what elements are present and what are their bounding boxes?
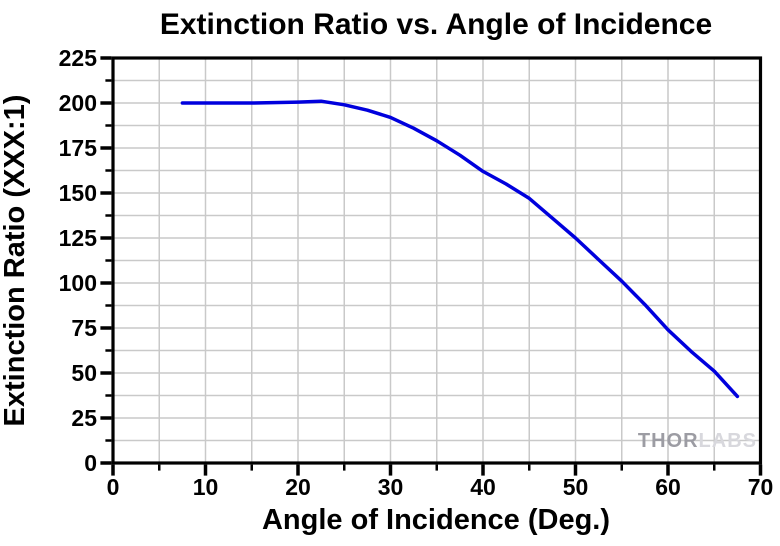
data-line-extinction-ratio bbox=[180, 99, 740, 399]
y-tick-label: 75 bbox=[71, 315, 97, 341]
y-tick-label: 175 bbox=[59, 135, 98, 161]
x-tick-label: 0 bbox=[107, 474, 120, 500]
chart-title: Extinction Ratio vs. Angle of Incidence bbox=[160, 8, 712, 41]
x-tick-label: 60 bbox=[655, 474, 681, 500]
tick-layer: 0 10 20 30 40 50 60 70 0 25 50 75 100 125 150 175 200 225 bbox=[59, 45, 774, 500]
y-tick-label: 200 bbox=[59, 90, 97, 116]
x-tick-label: 40 bbox=[470, 474, 496, 500]
grid-layer bbox=[113, 58, 761, 463]
watermark-labs: LABS bbox=[699, 430, 757, 452]
thorlabs-watermark: THORLABS bbox=[638, 430, 757, 452]
frame-layer bbox=[111, 56, 763, 465]
x-tick-label: 10 bbox=[193, 474, 219, 500]
x-axis-label: Angle of Incidence (Deg.) bbox=[262, 504, 610, 536]
y-tick-label: 150 bbox=[59, 180, 97, 206]
x-tick-label: 50 bbox=[563, 474, 589, 500]
x-tick-label: 20 bbox=[285, 474, 311, 500]
series-layer bbox=[180, 99, 740, 399]
x-tick-label: 70 bbox=[748, 474, 774, 500]
y-tick-label: 225 bbox=[59, 45, 98, 71]
y-tick-label: 0 bbox=[84, 450, 97, 476]
watermark-thor: THOR bbox=[638, 430, 699, 452]
y-tick-label: 25 bbox=[71, 405, 97, 431]
x-tick-label: 30 bbox=[378, 474, 404, 500]
y-tick-label: 50 bbox=[71, 360, 97, 386]
y-tick-label: 125 bbox=[59, 225, 98, 251]
y-axis-label: Extinction Ratio (XXX:1) bbox=[0, 95, 31, 427]
y-tick-label: 100 bbox=[59, 270, 97, 296]
plot-frame bbox=[111, 56, 763, 465]
